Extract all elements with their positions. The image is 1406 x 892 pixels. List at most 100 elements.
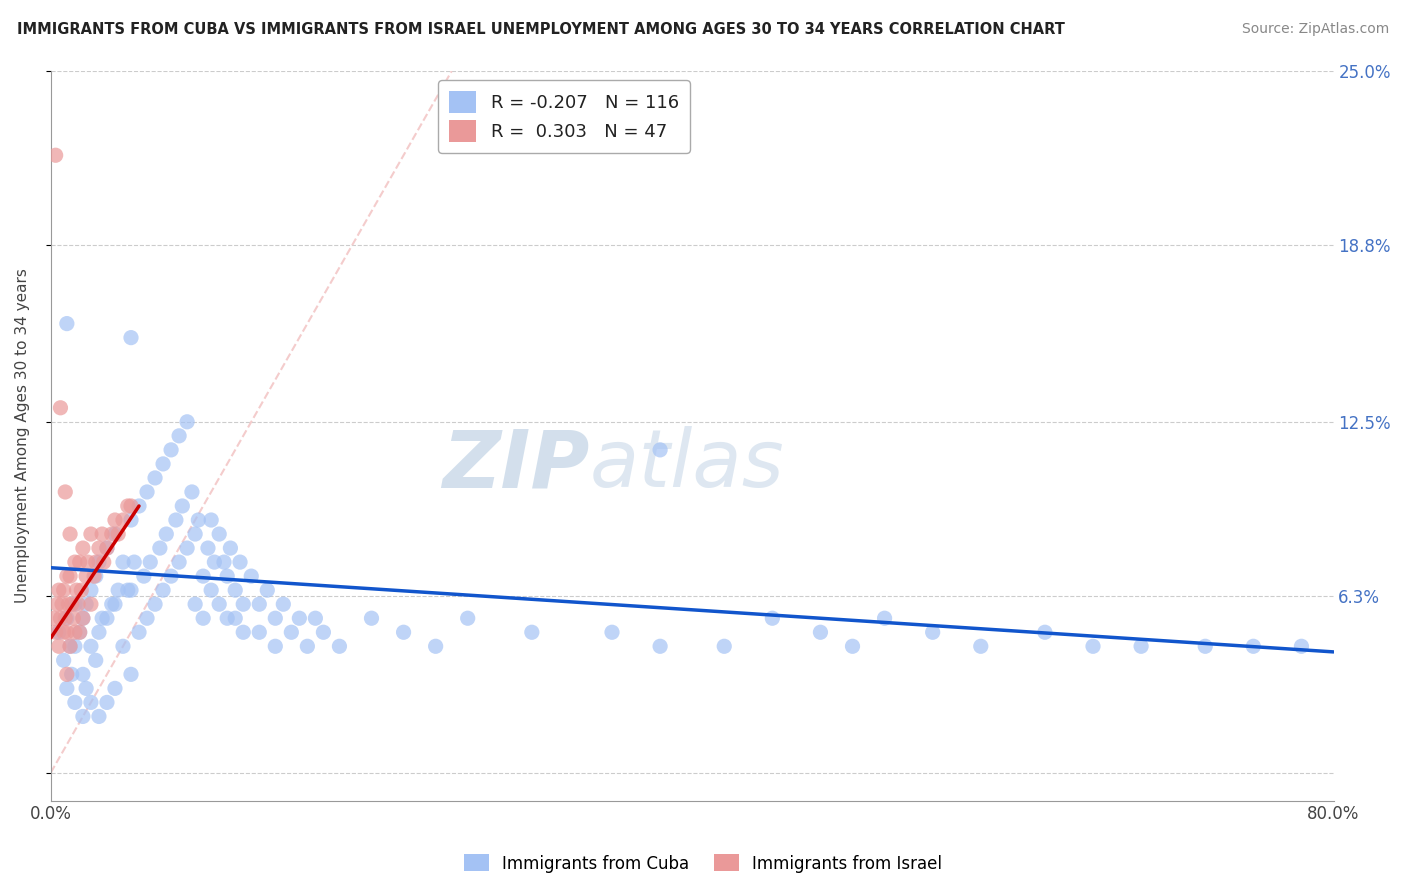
Point [91,527,114,541]
Point [80,597,103,611]
Point [42,611,65,625]
Point [62,611,84,625]
Point [264,640,287,654]
Point [59,640,82,654]
Point [120,331,142,345]
Point [713,640,735,654]
Point [59,640,82,654]
Point [87,541,110,555]
Point [1081,640,1104,654]
Point [1241,640,1264,654]
Point [217,569,239,583]
Point [49,401,72,415]
Point [80,695,103,709]
Point [288,611,311,625]
Point [83,569,105,583]
Text: ZIP: ZIP [441,426,589,504]
Point [167,429,190,443]
Point [63,597,86,611]
Point [72,611,94,625]
Point [56,625,79,640]
Point [273,597,295,611]
Point [46,597,69,611]
Point [80,527,103,541]
Point [328,640,350,654]
Point [45,625,67,640]
Point [45,148,67,162]
Point [360,611,382,625]
Point [93,555,115,569]
Point [56,317,79,331]
Point [104,527,127,541]
Point [970,640,993,654]
Point [96,541,118,555]
Point [52,653,75,667]
Point [176,541,198,555]
Point [208,597,231,611]
Point [63,640,86,654]
Point [63,625,86,640]
Point [120,499,142,513]
Point [457,611,479,625]
Point [59,569,82,583]
Point [810,625,832,640]
Point [122,555,145,569]
Point [181,485,204,500]
Point [84,569,107,583]
Point [200,513,222,527]
Point [76,555,98,569]
Point [160,442,183,457]
Point [1130,640,1153,654]
Point [96,695,118,709]
Point [49,611,72,625]
Point [53,485,76,500]
Point [63,695,86,709]
Point [84,555,107,569]
Point [56,569,79,583]
Point [229,555,252,569]
Point [87,555,110,569]
Point [87,709,110,723]
Point [280,625,302,640]
Point [128,625,150,640]
Point [1291,640,1313,654]
Point [600,625,623,640]
Point [224,611,246,625]
Point [53,611,76,625]
Point [256,583,278,598]
Point [297,640,319,654]
Point [152,457,174,471]
Point [217,611,239,625]
Point [63,555,86,569]
Point [87,625,110,640]
Point [176,415,198,429]
Point [65,583,87,598]
Point [184,527,207,541]
Point [139,555,162,569]
Point [187,513,209,527]
Point [80,583,103,598]
Point [219,541,242,555]
Point [191,611,214,625]
Point [100,527,122,541]
Point [117,583,139,598]
Point [1033,625,1056,640]
Point [873,611,896,625]
Text: atlas: atlas [589,426,785,504]
Point [312,625,335,640]
Point [70,583,93,598]
Point [167,555,190,569]
Point [117,499,139,513]
Point [648,640,671,654]
Point [132,569,155,583]
Point [69,625,91,640]
Point [149,541,172,555]
Point [136,611,159,625]
Point [184,597,207,611]
Point [111,513,134,527]
Point [48,625,70,640]
Legend: R = -0.207   N = 116, R =  0.303   N = 47: R = -0.207 N = 116, R = 0.303 N = 47 [439,80,689,153]
Point [172,499,194,513]
Point [111,555,134,569]
Point [69,625,91,640]
